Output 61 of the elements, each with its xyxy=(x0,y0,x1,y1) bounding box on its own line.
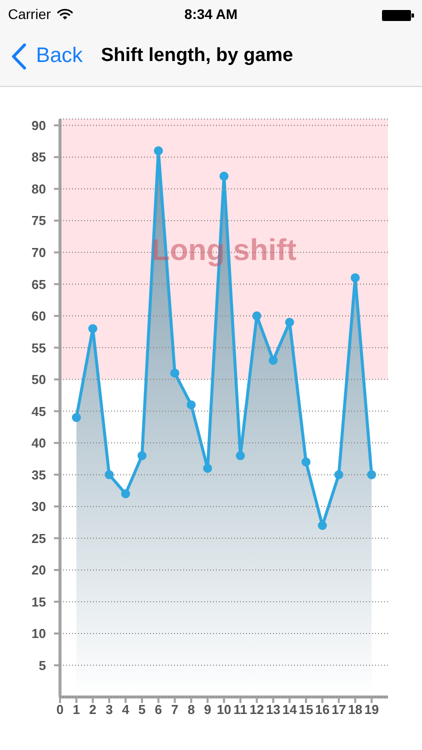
y-tick-label: 70 xyxy=(32,245,46,260)
y-tick-label: 55 xyxy=(32,340,46,356)
x-tick-label: 8 xyxy=(188,702,195,718)
x-tick-label: 9 xyxy=(204,702,212,718)
y-tick-label: 15 xyxy=(32,594,46,610)
y-tick-label: 85 xyxy=(32,150,46,165)
x-tick-label: 1 xyxy=(72,702,80,718)
y-tick-label: 30 xyxy=(32,499,46,514)
point xyxy=(203,464,212,473)
chart-title: Shift length, by game xyxy=(101,44,294,68)
y-tick-label: 90 xyxy=(32,118,46,133)
point xyxy=(170,368,180,378)
point xyxy=(268,356,278,365)
point xyxy=(334,470,344,480)
point xyxy=(72,413,81,422)
x-tick-label: 10 xyxy=(216,702,232,718)
x-tick-label: 19 xyxy=(364,702,379,718)
text: Carrier xyxy=(8,6,51,23)
x-tick-label: 18 xyxy=(348,702,362,718)
point xyxy=(104,470,114,480)
y-tick-label: 25 xyxy=(32,530,46,546)
point xyxy=(186,400,196,410)
y-tick-label: 50 xyxy=(32,372,46,388)
x-tick-label: 3 xyxy=(106,702,113,718)
x-tick-label: 7 xyxy=(171,702,178,718)
x-tick-label: 5 xyxy=(138,702,146,718)
x-tick-label: 4 xyxy=(122,702,130,718)
point xyxy=(350,273,360,282)
point xyxy=(318,521,327,530)
point xyxy=(121,489,130,498)
point xyxy=(154,146,163,156)
y-tick-label: 80 xyxy=(32,181,46,196)
x-tick-label: 15 xyxy=(298,702,314,718)
y-tick-label: 5 xyxy=(38,658,46,673)
y-tick-label: 45 xyxy=(32,404,46,419)
point xyxy=(367,470,376,480)
x-tick-label: 12 xyxy=(250,702,264,718)
x-tick-label: 16 xyxy=(315,702,330,718)
point xyxy=(236,451,245,460)
y-tick-label: 10 xyxy=(32,626,46,642)
point xyxy=(220,172,228,181)
point xyxy=(88,324,98,334)
y-tick-label: 40 xyxy=(32,436,46,451)
point xyxy=(302,457,310,466)
y-tick-label: 60 xyxy=(32,308,46,324)
y-tick-label: 35 xyxy=(32,467,46,482)
x-tick-label: 13 xyxy=(266,702,280,718)
point xyxy=(285,318,294,327)
x-tick-label: 17 xyxy=(332,702,346,718)
y-tick-label: 20 xyxy=(32,562,46,578)
x-tick-label: 11 xyxy=(234,702,248,718)
y-tick-label: 65 xyxy=(32,276,46,292)
x-tick-label: 14 xyxy=(282,702,298,718)
x-tick-label: 2 xyxy=(89,702,96,718)
point xyxy=(138,451,146,460)
point xyxy=(252,311,262,320)
y-tick-label: 75 xyxy=(32,213,46,228)
x-tick-label: 0 xyxy=(56,702,64,718)
text: Back xyxy=(36,43,83,69)
text: 8:34 AM xyxy=(184,6,238,22)
x-tick-label: 6 xyxy=(154,702,162,718)
